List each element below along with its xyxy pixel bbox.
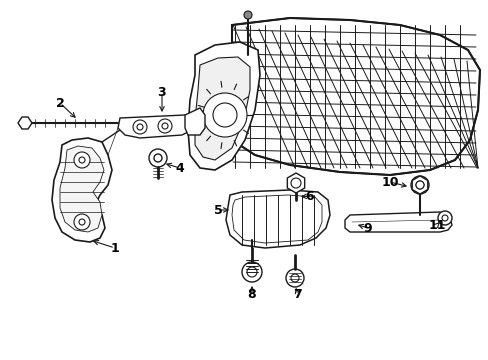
- Text: 6: 6: [305, 189, 314, 202]
- Text: 5: 5: [213, 203, 222, 216]
- Polygon shape: [224, 18, 479, 175]
- Polygon shape: [411, 176, 427, 194]
- Circle shape: [242, 262, 262, 282]
- Circle shape: [285, 269, 304, 287]
- Circle shape: [154, 154, 162, 162]
- Polygon shape: [225, 190, 329, 248]
- Polygon shape: [195, 57, 249, 160]
- Circle shape: [137, 124, 142, 130]
- Polygon shape: [184, 108, 204, 135]
- Circle shape: [441, 215, 447, 221]
- Circle shape: [74, 152, 90, 168]
- Text: 9: 9: [363, 221, 371, 234]
- Polygon shape: [118, 115, 192, 138]
- Text: 8: 8: [247, 288, 256, 302]
- Circle shape: [133, 120, 147, 134]
- Polygon shape: [52, 138, 112, 242]
- Polygon shape: [18, 117, 32, 129]
- Circle shape: [415, 181, 423, 189]
- Circle shape: [149, 149, 167, 167]
- Circle shape: [437, 211, 451, 225]
- Circle shape: [213, 103, 237, 127]
- Text: 1: 1: [110, 242, 119, 255]
- Circle shape: [79, 219, 85, 225]
- Text: 2: 2: [56, 96, 64, 109]
- Circle shape: [162, 123, 168, 129]
- Circle shape: [79, 157, 85, 163]
- Text: 10: 10: [381, 176, 398, 189]
- Circle shape: [244, 11, 251, 19]
- Circle shape: [410, 176, 428, 194]
- Text: 7: 7: [293, 288, 302, 302]
- Polygon shape: [187, 42, 260, 170]
- Polygon shape: [345, 212, 451, 232]
- Circle shape: [290, 274, 298, 282]
- Circle shape: [158, 119, 172, 133]
- Polygon shape: [287, 173, 304, 193]
- Circle shape: [74, 214, 90, 230]
- Text: 4: 4: [175, 162, 184, 175]
- Circle shape: [203, 93, 246, 137]
- Text: 3: 3: [157, 86, 166, 99]
- Circle shape: [246, 267, 257, 277]
- Circle shape: [415, 181, 423, 189]
- Circle shape: [290, 178, 301, 188]
- Text: 11: 11: [427, 219, 445, 231]
- Polygon shape: [60, 146, 104, 232]
